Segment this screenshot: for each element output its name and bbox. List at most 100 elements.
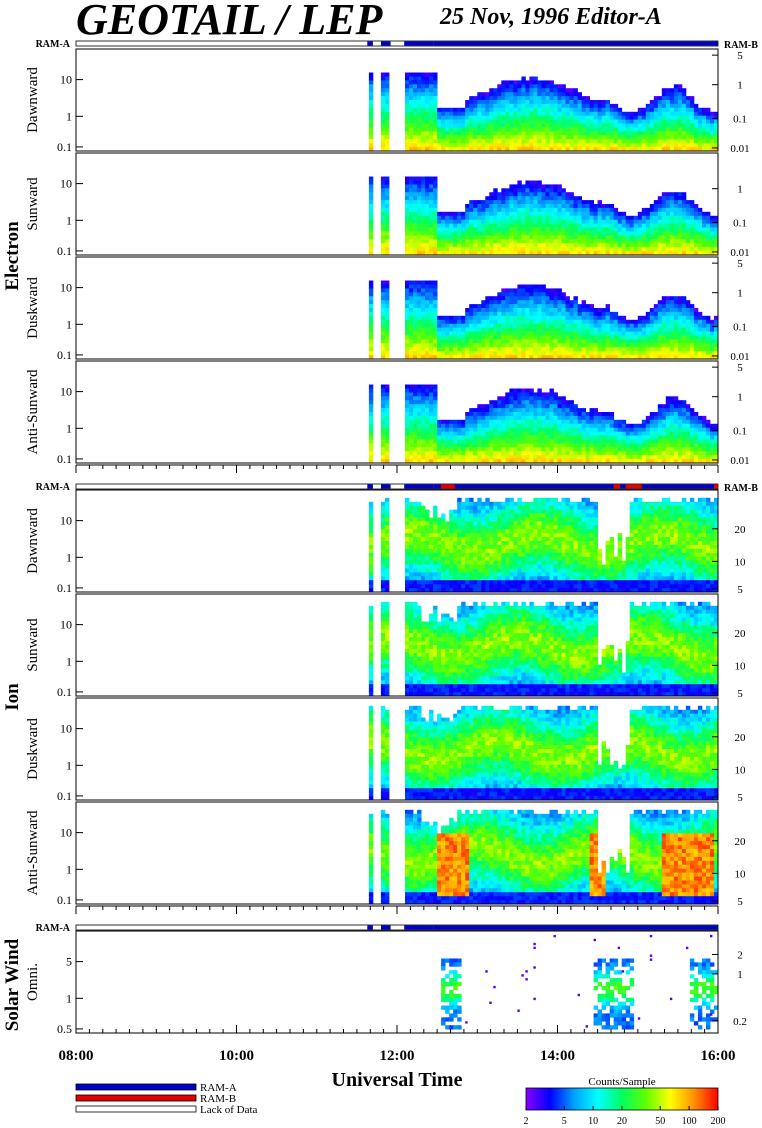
spectrogram-cell (601, 227, 606, 232)
spectrogram-cell (657, 335, 663, 340)
spectrogram-cell (505, 88, 510, 93)
spectrogram-cell (485, 211, 490, 217)
spectrogram-cell (565, 139, 570, 144)
spectrogram-cell (493, 323, 498, 328)
spectrogram-cell (473, 96, 478, 101)
spectrogram-cell (433, 127, 438, 132)
spectrogram-cell (477, 447, 482, 452)
spectrogram-cell (577, 339, 582, 344)
spectrogram-cell (681, 412, 687, 417)
spectrogram-cell (585, 343, 590, 348)
spectrogram-cell (409, 143, 414, 148)
spectrogram-cell (617, 343, 623, 348)
ram-left-label: RAM-A (36, 39, 71, 50)
spectrogram-cell (565, 327, 570, 332)
spectrogram-cell (501, 412, 506, 417)
spectrogram-cell (425, 339, 430, 344)
spectrogram-cell (553, 239, 558, 244)
spectrogram-cell (693, 347, 699, 352)
spectrogram-cell (533, 423, 538, 429)
spectrogram-cell (553, 235, 558, 240)
spectrogram-cell (501, 300, 506, 305)
spectrogram-cell (513, 355, 518, 360)
spectrogram-cell (637, 107, 643, 113)
spectrogram-cell (681, 311, 687, 317)
spectrogram-cell (645, 335, 651, 340)
spectrogram-cell (497, 143, 502, 148)
spectrogram-cell (573, 412, 578, 417)
spectrogram-cell (509, 300, 514, 305)
spectrogram-cell (517, 127, 522, 132)
spectrogram-cell (625, 455, 631, 460)
spectrogram-cell (561, 84, 566, 89)
spectrogram-cell (481, 131, 486, 136)
spectrogram-cell (417, 180, 422, 185)
spectrogram-cell (453, 419, 458, 425)
spectrogram-cell (477, 147, 482, 152)
spectrogram-cell (433, 147, 438, 152)
spectrogram-cell (497, 335, 502, 340)
spectrogram-cell (429, 239, 434, 244)
spectrogram-cell (714, 143, 719, 148)
spectrogram-cell (505, 304, 510, 309)
spectrogram-cell (669, 404, 675, 409)
spectrogram-cell (501, 423, 506, 429)
spectrogram-cell (545, 319, 550, 325)
spectrogram-cell (633, 239, 639, 244)
spectrogram-cell (409, 280, 414, 285)
spectrogram-cell (489, 355, 494, 360)
spectrogram-cell (665, 215, 671, 221)
spectrogram-cell (609, 427, 615, 432)
spectrogram-cell (501, 459, 506, 464)
spectrogram-cell (625, 251, 631, 256)
spectrogram-cell (661, 404, 667, 409)
spectrogram-cell (405, 327, 410, 332)
spectrogram-cell (421, 227, 426, 232)
spectrogram-cell (457, 435, 462, 440)
spectrogram-cell (714, 127, 719, 132)
y2-tick-label: 1 (737, 288, 743, 300)
spectrogram-cell (417, 431, 422, 436)
spectrogram-cell (573, 239, 578, 244)
spectrogram-cell (649, 412, 655, 417)
spectrogram-cell (657, 103, 663, 109)
spectrogram-cell (681, 319, 687, 325)
spectrogram-cell (537, 400, 542, 405)
spectrogram-cell (645, 451, 651, 456)
spectrogram-cell (557, 296, 562, 301)
spectrogram-cell (533, 119, 538, 124)
spectrogram-cell (497, 315, 502, 321)
spectrogram-cell (653, 215, 659, 221)
spectrogram-cell (429, 443, 434, 448)
spectrogram-cell (425, 455, 430, 460)
spectrogram-cell (453, 135, 458, 140)
spectrogram-cell (693, 115, 699, 120)
spectrogram-cell (645, 207, 651, 213)
spectrogram-cell (409, 139, 414, 144)
spectrogram-cell (425, 196, 430, 201)
spectrogram-cell (569, 319, 574, 325)
spectrogram-cell (533, 296, 538, 301)
spectrogram-cell (409, 288, 414, 293)
spectrogram-cell (493, 408, 498, 413)
spectrogram-cell (665, 219, 671, 224)
spectrogram-cell (469, 127, 474, 132)
spectrogram-cell (565, 196, 570, 201)
spectrogram-cell (437, 315, 442, 321)
spectrogram-cell (589, 431, 594, 436)
spectrogram-cell (589, 347, 594, 352)
spectrogram-cell (473, 451, 478, 456)
spectrogram-cell (577, 96, 582, 101)
spectrogram-cell (385, 115, 390, 120)
spectrogram-cell (465, 459, 470, 464)
spectrogram-cell (553, 247, 558, 252)
spectrogram-cell (385, 92, 390, 97)
spectrogram-cell (593, 207, 598, 213)
spectrogram-cell (413, 103, 418, 109)
spectrogram-cell (429, 200, 434, 205)
spectrogram-cell (669, 431, 675, 436)
spectrogram-cell (465, 211, 470, 217)
spectrogram-cell (497, 423, 502, 429)
spectrogram-cell (645, 355, 651, 360)
spectrogram-cell (533, 404, 538, 409)
